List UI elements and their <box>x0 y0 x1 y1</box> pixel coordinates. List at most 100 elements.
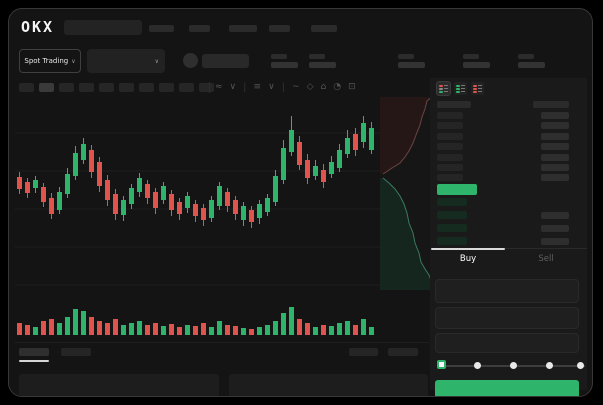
ask-amount-placeholder[interactable] <box>541 143 569 150</box>
tab-sell[interactable]: Sell <box>538 254 554 264</box>
chevron-down-icon: ∨ <box>154 57 159 65</box>
active-tab-underline <box>19 360 49 362</box>
bid-amount-placeholder[interactable] <box>541 238 569 245</box>
timeframe-button[interactable] <box>159 83 174 92</box>
timeframe-button[interactable] <box>19 83 34 92</box>
book-bids-icon[interactable] <box>454 82 467 95</box>
orders-table-placeholder <box>229 374 428 396</box>
ask-price-placeholder[interactable] <box>437 154 463 161</box>
account-button[interactable] <box>202 54 249 68</box>
orderbook-view-toggles <box>436 81 484 96</box>
chart-tools: ≈ ∨ | ≡ ∨ | ~ ◇ ⌂ ◔ ⊡ <box>215 80 356 94</box>
overlay-icon[interactable]: ≡ <box>253 82 262 92</box>
timeframe-button[interactable] <box>119 83 134 92</box>
timeframe-button[interactable] <box>79 83 94 92</box>
market-type-selector[interactable]: Spot Trading ∨ <box>19 49 81 73</box>
stat-label-placeholder <box>309 54 325 59</box>
book-asks-icon[interactable] <box>471 82 484 95</box>
stat-value-placeholder <box>398 62 425 68</box>
amount-input[interactable] <box>435 307 579 329</box>
divider: | <box>243 81 247 93</box>
stat-value-placeholder <box>518 62 545 68</box>
nav-item-placeholder[interactable] <box>269 25 290 32</box>
bid-price-placeholder[interactable] <box>437 224 467 232</box>
camera-icon[interactable]: ⌂ <box>320 82 327 92</box>
timeframe-button[interactable] <box>99 83 114 92</box>
ask-price-placeholder[interactable] <box>437 112 463 119</box>
stat-value-placeholder <box>463 62 490 68</box>
bid-amount-placeholder[interactable] <box>541 225 569 232</box>
stat-label-placeholder <box>398 54 414 59</box>
orderbook-header-amount <box>533 101 569 108</box>
toolbar-divider <box>209 82 210 93</box>
ask-amount-placeholder[interactable] <box>541 122 569 129</box>
orderbook-header-price <box>437 101 471 108</box>
active-tab-indicator <box>431 248 505 250</box>
chevron-down-icon: ∨ <box>71 57 76 65</box>
amount-slider-handle[interactable] <box>437 360 446 369</box>
ask-price-placeholder[interactable] <box>437 164 463 171</box>
line-tool-icon[interactable]: ~ <box>292 82 300 92</box>
diamond-tool-icon[interactable]: ◇ <box>306 82 314 92</box>
ask-price-placeholder[interactable] <box>437 143 463 150</box>
bottom-tab-active[interactable] <box>19 348 49 356</box>
bid-amount-placeholder[interactable] <box>541 212 569 219</box>
candlestick-chart[interactable] <box>15 97 431 343</box>
timeframe-button[interactable] <box>199 83 214 92</box>
stat-value-placeholder <box>271 62 298 68</box>
stat-label-placeholder <box>271 54 287 59</box>
ask-price-placeholder[interactable] <box>437 133 463 140</box>
stat-value-placeholder <box>309 62 336 68</box>
nav-item-placeholder[interactable] <box>229 25 257 32</box>
ask-amount-placeholder[interactable] <box>541 112 569 119</box>
ask-amount-placeholder[interactable] <box>541 154 569 161</box>
ask-amount-placeholder[interactable] <box>541 164 569 171</box>
ask-price-placeholder[interactable] <box>437 174 463 181</box>
section-divider <box>15 342 429 343</box>
nav-item-placeholder[interactable] <box>149 25 174 32</box>
pair-dropdown[interactable]: ∨ <box>87 49 165 73</box>
search-input[interactable] <box>64 20 142 35</box>
nav-item-placeholder[interactable] <box>189 25 210 32</box>
stat-label-placeholder <box>463 54 479 59</box>
bottom-action-placeholder[interactable] <box>388 348 418 356</box>
divider: | <box>281 81 286 93</box>
history-icon[interactable]: ◔ <box>333 82 342 92</box>
indicator-wave-icon[interactable]: ≈ <box>215 82 223 92</box>
price-input[interactable] <box>435 279 579 303</box>
chevron-down-icon[interactable]: ∨ <box>229 82 237 92</box>
depth-chart[interactable] <box>380 97 432 290</box>
bid-price-placeholder[interactable] <box>437 198 467 206</box>
tabbar-divider <box>431 248 587 249</box>
bid-price-placeholder[interactable] <box>437 211 467 219</box>
book-both-icon[interactable] <box>436 81 451 96</box>
nav-item-placeholder[interactable] <box>311 25 337 32</box>
okx-logo[interactable]: OKX <box>21 18 55 36</box>
avatar[interactable] <box>183 53 198 68</box>
buy-submit-button[interactable] <box>435 380 579 396</box>
chevron-down-icon[interactable]: ∨ <box>268 82 275 92</box>
ask-amount-placeholder[interactable] <box>541 174 569 181</box>
bid-price-placeholder[interactable] <box>437 237 467 245</box>
total-input[interactable] <box>435 333 579 353</box>
bottom-action-placeholder[interactable] <box>349 348 378 356</box>
timeframe-button[interactable] <box>39 83 54 92</box>
market-type-label: Spot Trading <box>24 57 69 65</box>
orders-table-placeholder <box>19 374 219 396</box>
fullscreen-icon[interactable]: ⊡ <box>348 82 356 92</box>
stat-label-placeholder <box>518 54 534 59</box>
ask-price-placeholder[interactable] <box>437 122 463 129</box>
app-window: OKX Spot Trading ∨ ∨ ≈ ∨ | ≡ ∨ | ~ ◇ ⌂ ◔ ⊡ <box>8 8 593 397</box>
slider-dot[interactable] <box>546 362 553 369</box>
timeframe-button[interactable] <box>139 83 154 92</box>
ask-amount-placeholder[interactable] <box>541 133 569 140</box>
timeframe-button[interactable] <box>179 83 194 92</box>
timeframe-button[interactable] <box>59 83 74 92</box>
slider-dot[interactable] <box>577 362 584 369</box>
bottom-tab[interactable] <box>61 348 91 356</box>
slider-dot[interactable] <box>474 362 481 369</box>
tab-buy[interactable]: Buy <box>459 254 477 264</box>
last-price-bar[interactable] <box>437 184 477 195</box>
slider-dot[interactable] <box>510 362 517 369</box>
